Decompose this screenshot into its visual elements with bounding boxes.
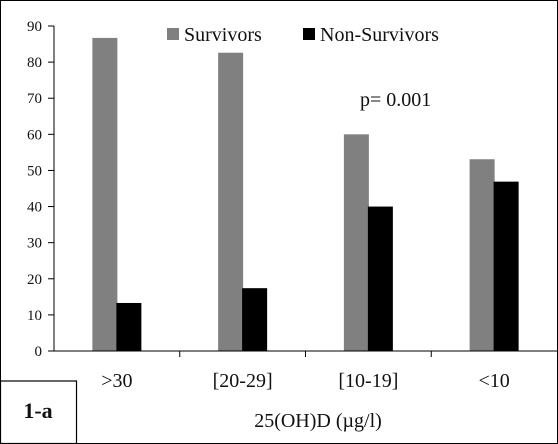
legend-label-survivors: Survivors bbox=[184, 24, 262, 46]
legend-label-non-survivors: Non-Survivors bbox=[320, 24, 439, 46]
y-tick-label: 40 bbox=[27, 200, 42, 216]
y-axis: 0 10 20 30 40 50 60 70 80 90 bbox=[27, 19, 55, 360]
bar-non-survivors-3 bbox=[493, 181, 519, 351]
y-tick-label: 90 bbox=[27, 19, 42, 35]
y-tick-label: 70 bbox=[27, 91, 42, 107]
y-tick-label: 10 bbox=[27, 308, 42, 324]
y-tick-label: 0 bbox=[35, 344, 43, 360]
bar-survivors-2 bbox=[343, 134, 369, 351]
bar-survivors-1 bbox=[218, 52, 244, 351]
x-tick-label: [10-19] bbox=[338, 370, 398, 392]
y-tick-label: 20 bbox=[27, 272, 42, 288]
p-value-annotation: p= 0.001 bbox=[360, 89, 431, 111]
bar-survivors-0 bbox=[92, 37, 118, 352]
bar-survivors-3 bbox=[469, 159, 495, 351]
bar-non-survivors-1 bbox=[242, 288, 268, 351]
x-axis: >30 [20-29] [10-19] <10 bbox=[54, 350, 557, 392]
y-tick-label: 50 bbox=[27, 163, 42, 179]
bar-non-survivors-0 bbox=[116, 302, 142, 351]
bars bbox=[92, 37, 519, 352]
y-tick-label: 30 bbox=[27, 236, 42, 252]
panel-label: 1-a bbox=[23, 398, 52, 423]
legend-swatch-survivors bbox=[167, 28, 179, 40]
x-tick-label: [20-29] bbox=[213, 370, 273, 392]
legend-swatch-non-survivors bbox=[303, 28, 315, 40]
x-tick-label: <10 bbox=[478, 370, 509, 392]
x-tick-label: >30 bbox=[101, 370, 132, 392]
x-axis-title: 25(OH)D (µg/l) bbox=[254, 410, 382, 432]
legend: Survivors Non-Survivors bbox=[167, 24, 439, 46]
panel-label-box bbox=[0, 380, 78, 444]
bar-non-survivors-2 bbox=[367, 206, 393, 351]
y-tick-label: 60 bbox=[27, 127, 42, 143]
y-tick-label: 80 bbox=[27, 55, 42, 71]
